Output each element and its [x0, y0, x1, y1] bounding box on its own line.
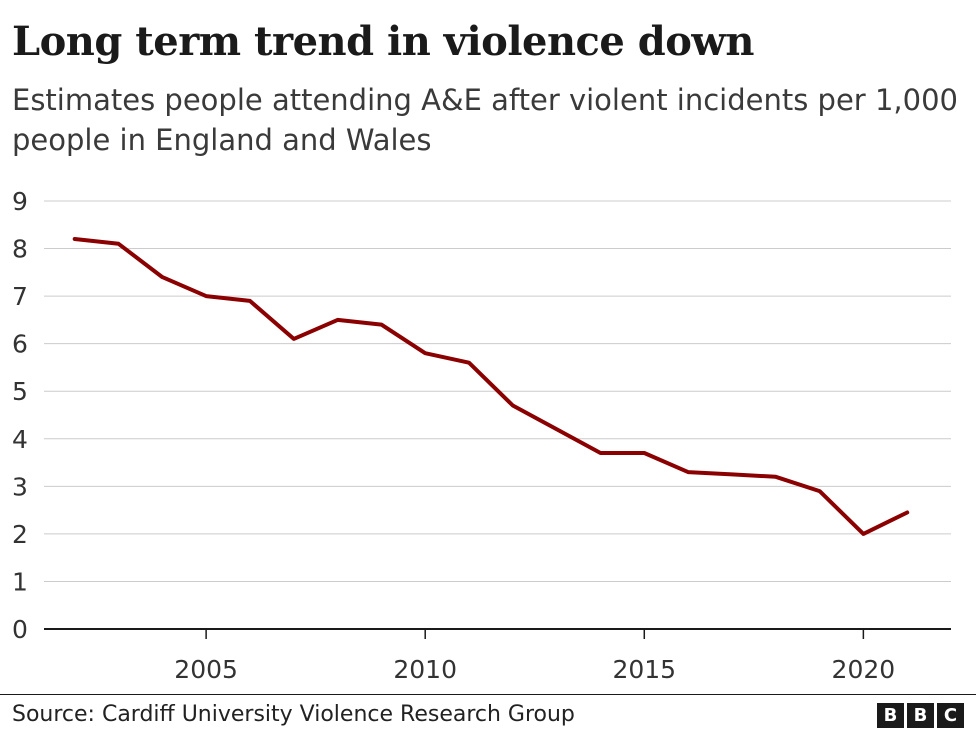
y-tick-label: 2: [12, 520, 28, 549]
x-tick-label: 2020: [832, 655, 896, 684]
series-line-0: [72, 237, 910, 536]
y-tick-label: 4: [12, 425, 28, 454]
y-tick-label: 6: [12, 330, 28, 359]
y-tick-label: 0: [12, 615, 28, 644]
logo-letter-b2: B: [907, 703, 934, 728]
logo-letter-c: C: [937, 703, 964, 728]
y-tick-label: 9: [12, 187, 28, 216]
chart-title: Long term trend in violence down: [12, 18, 754, 65]
chart-subtitle: Estimates people attending A&E after vio…: [12, 83, 958, 157]
x-tick-label: 2015: [612, 655, 676, 684]
bbc-logo: B B C: [877, 703, 964, 728]
footer-divider: [0, 694, 976, 695]
source-note: Source: Cardiff University Violence Rese…: [12, 702, 575, 727]
y-tick-label: 8: [12, 235, 28, 264]
x-tick-label: 2005: [174, 655, 238, 684]
y-tick-label: 1: [12, 567, 28, 596]
y-tick-label: 7: [12, 282, 28, 311]
line-chart: 0 1 2 3 4 5 6 7 8 9 2005 2010 2015 2020: [12, 187, 951, 684]
y-tick-label: 3: [12, 472, 28, 501]
y-tick-label: 5: [12, 377, 28, 406]
x-tick-label: 2010: [393, 655, 457, 684]
logo-letter-b1: B: [877, 703, 904, 728]
